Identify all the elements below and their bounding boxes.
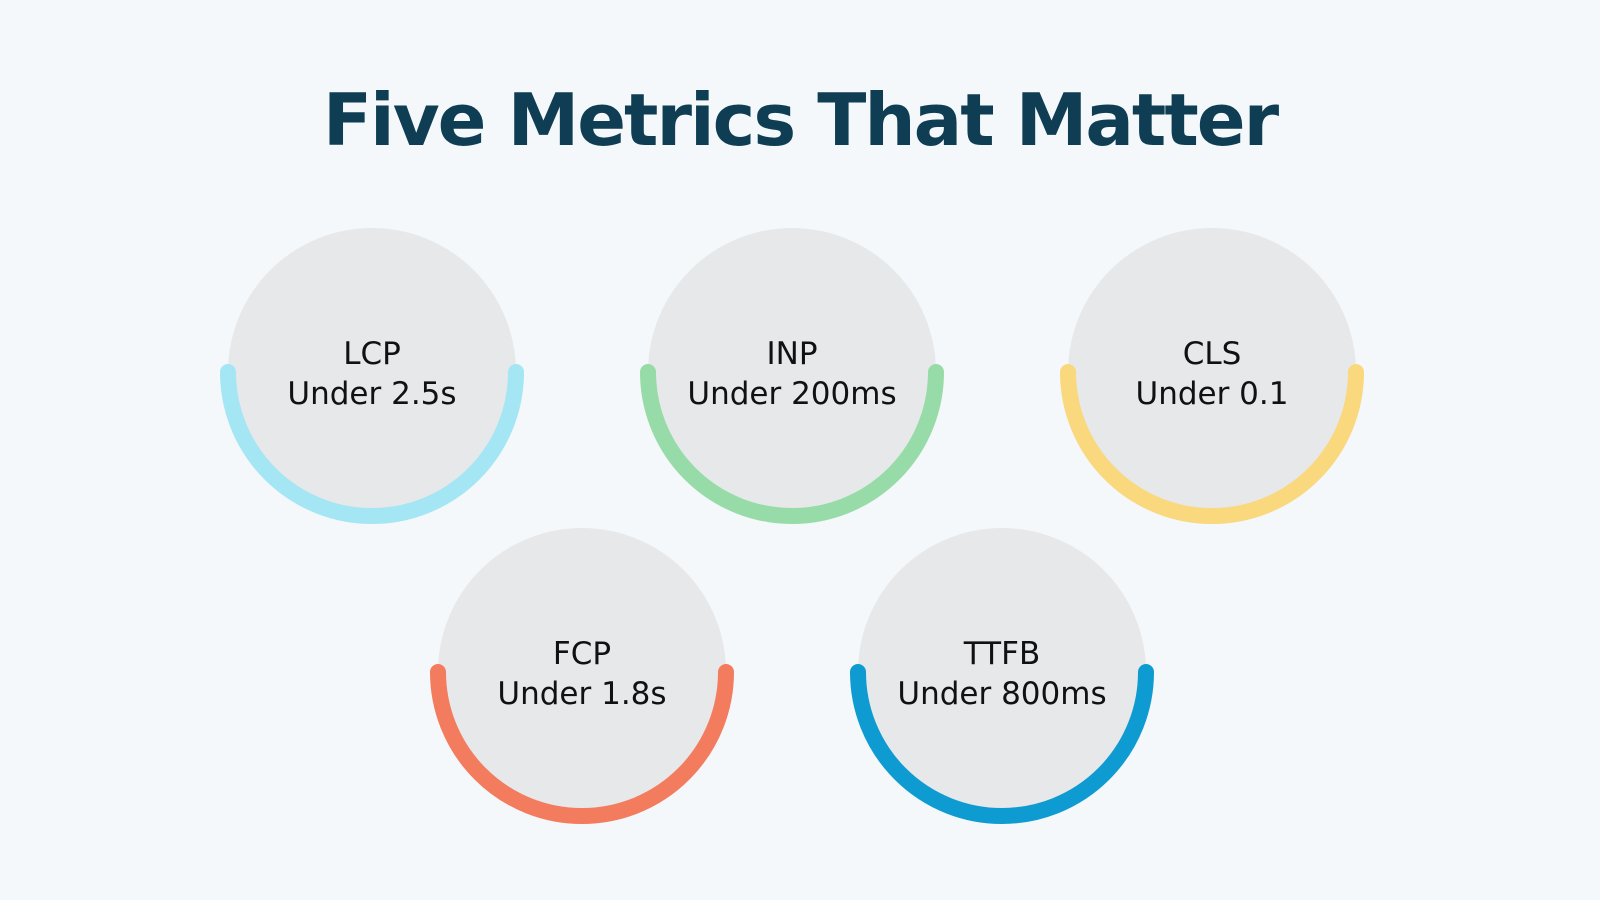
metric-threshold: Under 1.8s — [497, 676, 667, 712]
metric-cls: CLS Under 0.1 — [1060, 220, 1380, 540]
metric-label: INP Under 200ms — [632, 334, 952, 414]
metric-circle — [1068, 228, 1356, 516]
metric-threshold: Under 200ms — [687, 376, 897, 412]
metric-ring — [850, 528, 1154, 824]
metric-ring — [1060, 228, 1364, 524]
metric-circle — [438, 528, 726, 816]
metric-name: CLS — [1182, 336, 1242, 372]
metric-fcp: FCP Under 1.8s — [430, 520, 750, 840]
metric-lcp: LCP Under 2.5s — [220, 220, 540, 540]
metric-circle — [228, 228, 516, 516]
metric-ttfb: TTFB Under 800ms — [850, 520, 1170, 840]
metric-threshold: Under 800ms — [897, 676, 1107, 712]
metric-label: TTFB Under 800ms — [842, 634, 1162, 714]
metric-name: TTFB — [963, 636, 1041, 672]
page-title: Five Metrics That Matter — [322, 78, 1279, 162]
metric-arc — [1060, 364, 1364, 524]
metric-label: FCP Under 1.8s — [422, 634, 742, 714]
metric-label: CLS Under 0.1 — [1052, 334, 1372, 414]
metric-threshold: Under 0.1 — [1135, 376, 1289, 412]
metric-circle — [648, 228, 936, 516]
metric-label: LCP Under 2.5s — [212, 334, 532, 414]
metric-name: FCP — [552, 636, 612, 672]
metric-arc — [220, 364, 524, 524]
metric-name: INP — [766, 336, 818, 372]
metric-arc — [640, 364, 944, 524]
metric-name: LCP — [343, 336, 401, 372]
metric-inp: INP Under 200ms — [640, 220, 960, 540]
metric-arc — [850, 664, 1154, 824]
metric-arc — [430, 664, 734, 824]
metric-ring — [220, 228, 524, 524]
metric-threshold: Under 2.5s — [287, 376, 457, 412]
metric-ring — [640, 228, 944, 524]
metric-circle — [858, 528, 1146, 816]
metric-ring — [430, 528, 734, 824]
